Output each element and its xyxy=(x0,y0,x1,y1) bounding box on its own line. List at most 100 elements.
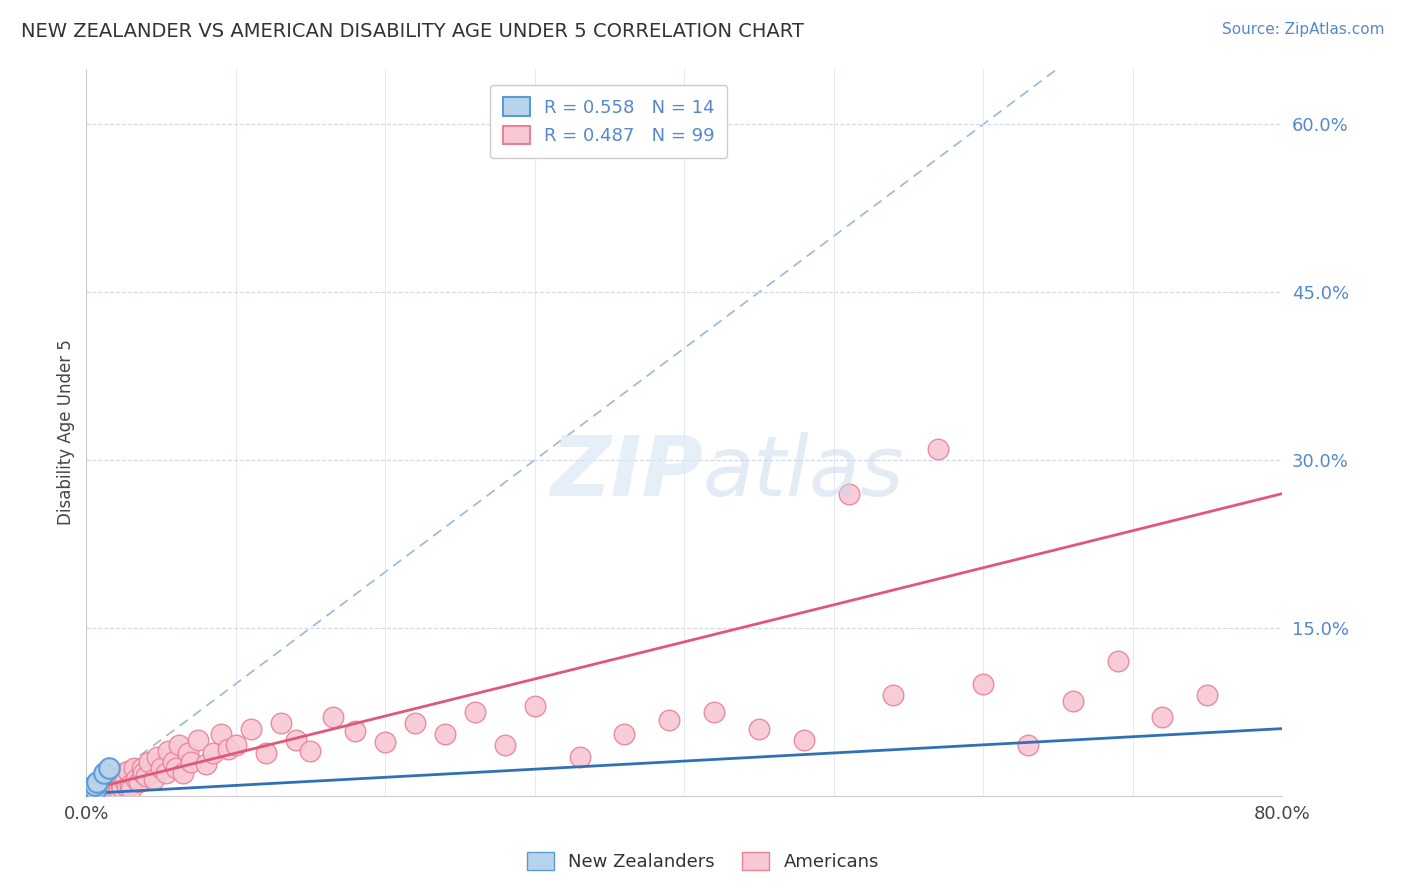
Point xyxy=(100,782,122,797)
Point xyxy=(658,713,681,727)
Point xyxy=(87,780,110,795)
Point xyxy=(124,772,146,786)
Point xyxy=(155,766,177,780)
Point xyxy=(433,727,456,741)
Point xyxy=(89,783,111,797)
Point xyxy=(98,780,121,795)
Point xyxy=(107,780,129,795)
Point xyxy=(105,772,128,786)
Point xyxy=(96,778,118,792)
Point xyxy=(97,775,120,789)
Point xyxy=(94,774,117,789)
Point xyxy=(404,716,426,731)
Point xyxy=(703,705,725,719)
Point xyxy=(180,755,202,769)
Point xyxy=(84,783,107,797)
Point xyxy=(108,783,131,797)
Point xyxy=(793,732,815,747)
Point xyxy=(80,784,103,798)
Point xyxy=(114,774,136,789)
Point xyxy=(131,761,153,775)
Point xyxy=(202,746,225,760)
Point xyxy=(464,705,486,719)
Point xyxy=(82,785,104,799)
Point xyxy=(118,778,141,792)
Point xyxy=(972,677,994,691)
Point xyxy=(77,785,100,799)
Point xyxy=(86,779,108,793)
Point xyxy=(93,776,115,790)
Point xyxy=(172,766,194,780)
Point xyxy=(90,784,112,798)
Point xyxy=(145,749,167,764)
Point xyxy=(77,783,100,797)
Text: atlas: atlas xyxy=(703,433,904,513)
Point xyxy=(1017,739,1039,753)
Point xyxy=(132,766,155,780)
Point xyxy=(239,722,262,736)
Point xyxy=(80,783,103,797)
Point xyxy=(194,757,217,772)
Point xyxy=(284,732,307,747)
Point xyxy=(322,710,344,724)
Point xyxy=(217,741,239,756)
Point xyxy=(83,784,105,798)
Point xyxy=(84,785,107,799)
Point xyxy=(93,783,115,797)
Point xyxy=(111,780,134,795)
Point xyxy=(344,723,367,738)
Point xyxy=(104,780,127,794)
Point xyxy=(103,774,125,789)
Point xyxy=(270,716,292,731)
Point xyxy=(105,783,128,797)
Point xyxy=(613,727,636,741)
Point xyxy=(120,782,142,797)
Point xyxy=(1197,688,1219,702)
Legend: New Zealanders, Americans: New Zealanders, Americans xyxy=(520,845,886,879)
Point xyxy=(90,780,112,795)
Point xyxy=(87,785,110,799)
Point xyxy=(80,782,103,797)
Point xyxy=(82,782,104,797)
Point xyxy=(83,787,105,801)
Point xyxy=(374,735,396,749)
Point xyxy=(115,780,138,794)
Legend: R = 0.558   N = 14, R = 0.487   N = 99: R = 0.558 N = 14, R = 0.487 N = 99 xyxy=(489,85,727,158)
Point xyxy=(117,764,139,779)
Point xyxy=(82,780,104,795)
Point xyxy=(157,744,180,758)
Point xyxy=(138,755,160,769)
Point xyxy=(927,442,949,456)
Point xyxy=(82,784,104,798)
Point xyxy=(84,778,107,792)
Point xyxy=(177,746,200,760)
Point xyxy=(82,780,104,794)
Point xyxy=(135,769,157,783)
Point xyxy=(1152,710,1174,724)
Y-axis label: Disability Age Under 5: Disability Age Under 5 xyxy=(58,339,75,525)
Point xyxy=(86,784,108,798)
Point xyxy=(299,744,322,758)
Point xyxy=(142,772,165,786)
Point xyxy=(187,732,209,747)
Point xyxy=(93,766,115,780)
Point xyxy=(86,775,108,789)
Point xyxy=(83,783,105,797)
Point xyxy=(225,739,247,753)
Point xyxy=(568,749,591,764)
Point xyxy=(838,486,860,500)
Point xyxy=(122,761,145,775)
Point xyxy=(97,784,120,798)
Point xyxy=(494,739,516,753)
Point xyxy=(80,787,103,801)
Point xyxy=(91,779,114,793)
Text: NEW ZEALANDER VS AMERICAN DISABILITY AGE UNDER 5 CORRELATION CHART: NEW ZEALANDER VS AMERICAN DISABILITY AGE… xyxy=(21,22,804,41)
Point xyxy=(112,766,135,780)
Point xyxy=(1107,655,1129,669)
Point xyxy=(90,775,112,789)
Point xyxy=(167,739,190,753)
Point xyxy=(84,782,107,797)
Point xyxy=(523,699,546,714)
Point xyxy=(1062,693,1084,707)
Point xyxy=(89,778,111,792)
